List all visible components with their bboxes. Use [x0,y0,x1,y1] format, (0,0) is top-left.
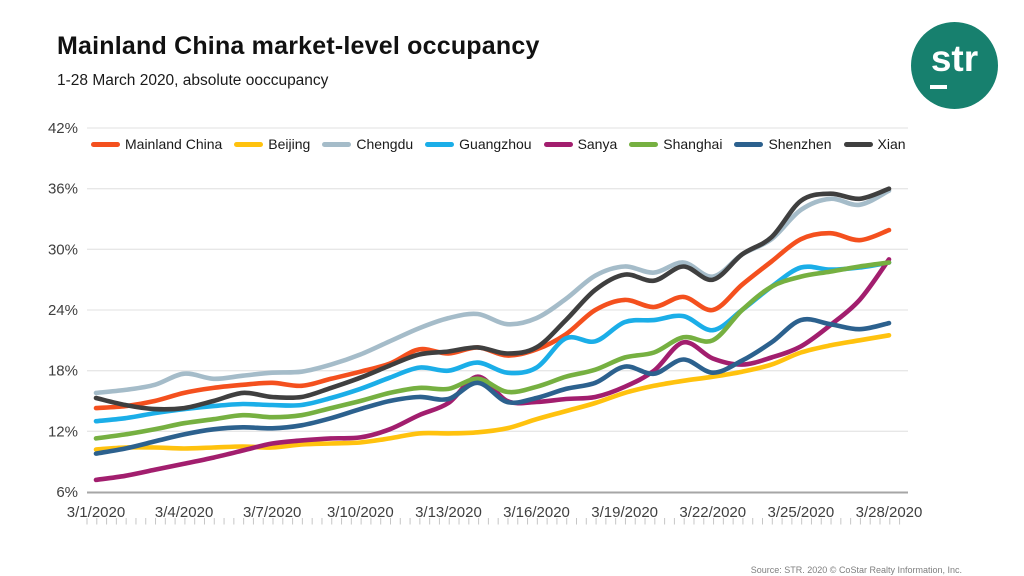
str-logo-underline-mark [930,85,947,89]
legend-swatch [629,141,659,147]
legend-swatch [843,141,873,147]
legend-label: Xian [877,136,906,152]
str-logo: str [911,22,998,109]
x-axis-label-3/19/2020: 3/19/2020 [591,504,658,521]
chart-legend: Mainland China Beijing Chengdu Guangzhou San… [91,134,906,154]
x-axis-label-3/22/2020: 3/22/2020 [679,504,746,521]
legend-swatch [322,141,352,147]
series-line-xian [93,186,892,412]
legend-item-xian: Xian [843,136,906,152]
legend-label: Shanghai [663,136,723,152]
x-axis-label-3/4/2020: 3/4/2020 [155,504,213,521]
legend-item-sanya: Sanya [543,136,618,152]
legend-swatch [91,141,120,147]
legend-label: Sanya [577,136,618,152]
y-axis-label-42: 42% [48,120,78,137]
y-axis-label-24: 24% [48,302,78,319]
legend-swatch [425,141,455,147]
x-axis-label-3/10/2020: 3/10/2020 [327,504,394,521]
legend-label: Chengdu [356,136,414,152]
legend-swatch [234,141,264,147]
x-axis-label-3/7/2020: 3/7/2020 [243,504,301,521]
legend-item-mainland-china: Mainland China [91,136,222,152]
page-subtitle: 1-28 March 2020, absolute ooccupancy [57,72,329,89]
legend-item-guangzhou: Guangzhou [425,136,532,152]
legend-item-beijing: Beijing [234,136,310,152]
x-axis-label-3/1/2020: 3/1/2020 [67,504,125,521]
y-axis-label-30: 30% [48,241,78,258]
y-axis-label-12: 12% [48,423,78,440]
series-line-shanghai [93,260,892,441]
series-line-beijing [93,333,892,452]
y-axis-label-36: 36% [48,181,78,198]
series-line-chengdu [93,188,892,396]
legend-item-shanghai: Shanghai [629,136,722,152]
y-axis-label-6: 6% [56,484,78,501]
legend-label: Mainland China [125,136,223,152]
source-note: Source: STR. 2020 © CoStar Realty Inform… [750,565,962,575]
x-axis-label-3/13/2020: 3/13/2020 [415,504,482,521]
y-axis-label-18: 18% [48,363,78,380]
x-axis-label-3/16/2020: 3/16/2020 [503,504,570,521]
legend-swatch [543,141,573,147]
legend-label: Guangzhou [459,136,532,152]
legend-label: Shenzhen [768,136,832,152]
page-title: Mainland China market-level occupancy [57,32,540,60]
series-line-shenzhen [93,316,892,456]
x-axis-label-3/28/2020: 3/28/2020 [856,504,923,521]
legend-swatch [734,141,764,147]
legend-label: Beijing [268,136,311,152]
x-axis-label-3/25/2020: 3/25/2020 [768,504,835,521]
legend-item-shenzhen: Shenzhen [734,136,832,152]
occupancy-line-chart: 6% 12% 18% 24% 30% 36% 42% 3/1/2020 3/4/2020 3/7/… [48,120,923,525]
str-logo-text: str [930,38,979,79]
legend-item-chengdu: Chengdu [322,136,413,152]
